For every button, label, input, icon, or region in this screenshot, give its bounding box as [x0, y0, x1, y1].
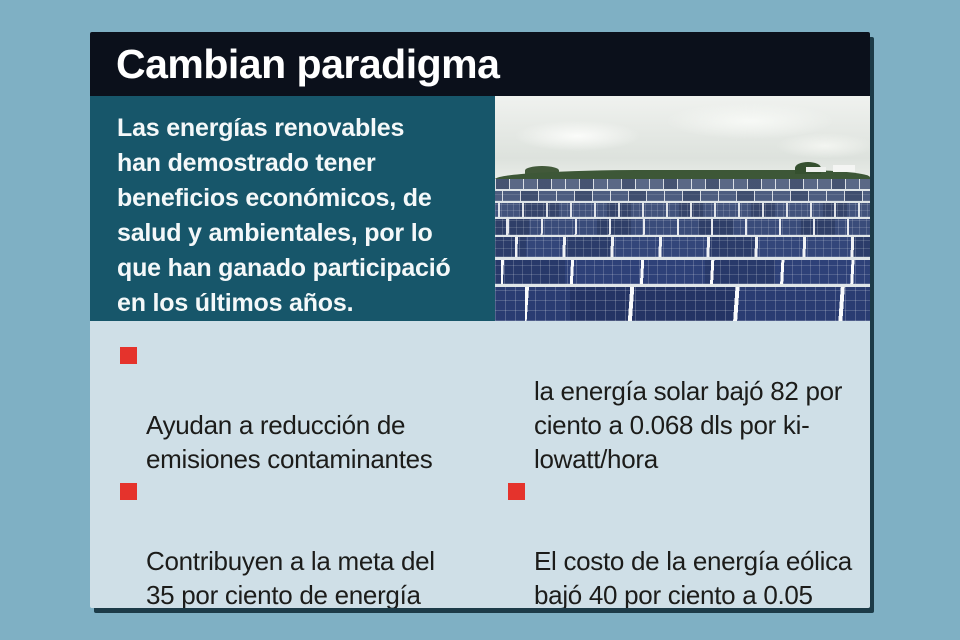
bullet-text: la energía solar bajó 82 por ciento a 0.…: [534, 376, 843, 474]
bullet-item-continuation: la energía solar bajó 82 por ciento a 0.…: [508, 340, 856, 476]
bullet-square-icon: [508, 483, 525, 500]
bullet-item: El costo de la energía eólica bajó 40 po…: [508, 476, 856, 608]
bullet-text: Ayudan a reducción de emisiones contamin…: [146, 410, 433, 474]
solar-panel-rows: [495, 179, 870, 321]
solar-panel-row: [495, 203, 870, 219]
infographic-card: Cambian paradigma Las energías renovable…: [90, 32, 870, 608]
solar-panel-row: [495, 237, 870, 260]
page-title: Cambian paradigma: [116, 40, 500, 87]
bullet-square-icon: [120, 347, 137, 364]
title-bar: Cambian paradigma: [90, 32, 870, 96]
bullet-list: Ayudan a reducción de emisiones contamin…: [90, 321, 870, 608]
bullet-column-left: Ayudan a reducción de emisiones contamin…: [120, 340, 508, 608]
treeline: [795, 162, 822, 175]
solar-panels-photo: [495, 96, 870, 321]
building: [833, 165, 855, 173]
content-row: Las energías renovables han demostrado t…: [90, 96, 870, 321]
bullet-column-right: la energía solar bajó 82 por ciento a 0.…: [508, 340, 856, 608]
bullet-square-icon: [120, 483, 137, 500]
solar-panel-row: [495, 286, 870, 321]
solar-panel-row: [495, 260, 870, 287]
solar-panel-row: [495, 179, 870, 191]
solar-panel-row: [495, 190, 870, 204]
bullet-text: El costo de la energía eólica bajó 40 po…: [534, 546, 852, 608]
bullet-item: Contribuyen a la meta del 35 por ciento …: [120, 476, 508, 608]
intro-text: Las energías renovables han demostrado t…: [117, 114, 451, 317]
treeline: [495, 169, 870, 181]
intro-panel: Las energías renovables han demostrado t…: [90, 96, 495, 321]
bullet-text: Contribuyen a la meta del 35 por ciento …: [146, 546, 435, 608]
bullet-item: Ayudan a reducción de emisiones contamin…: [120, 340, 508, 476]
treeline: [525, 165, 559, 175]
solar-panel-row: [495, 218, 870, 238]
